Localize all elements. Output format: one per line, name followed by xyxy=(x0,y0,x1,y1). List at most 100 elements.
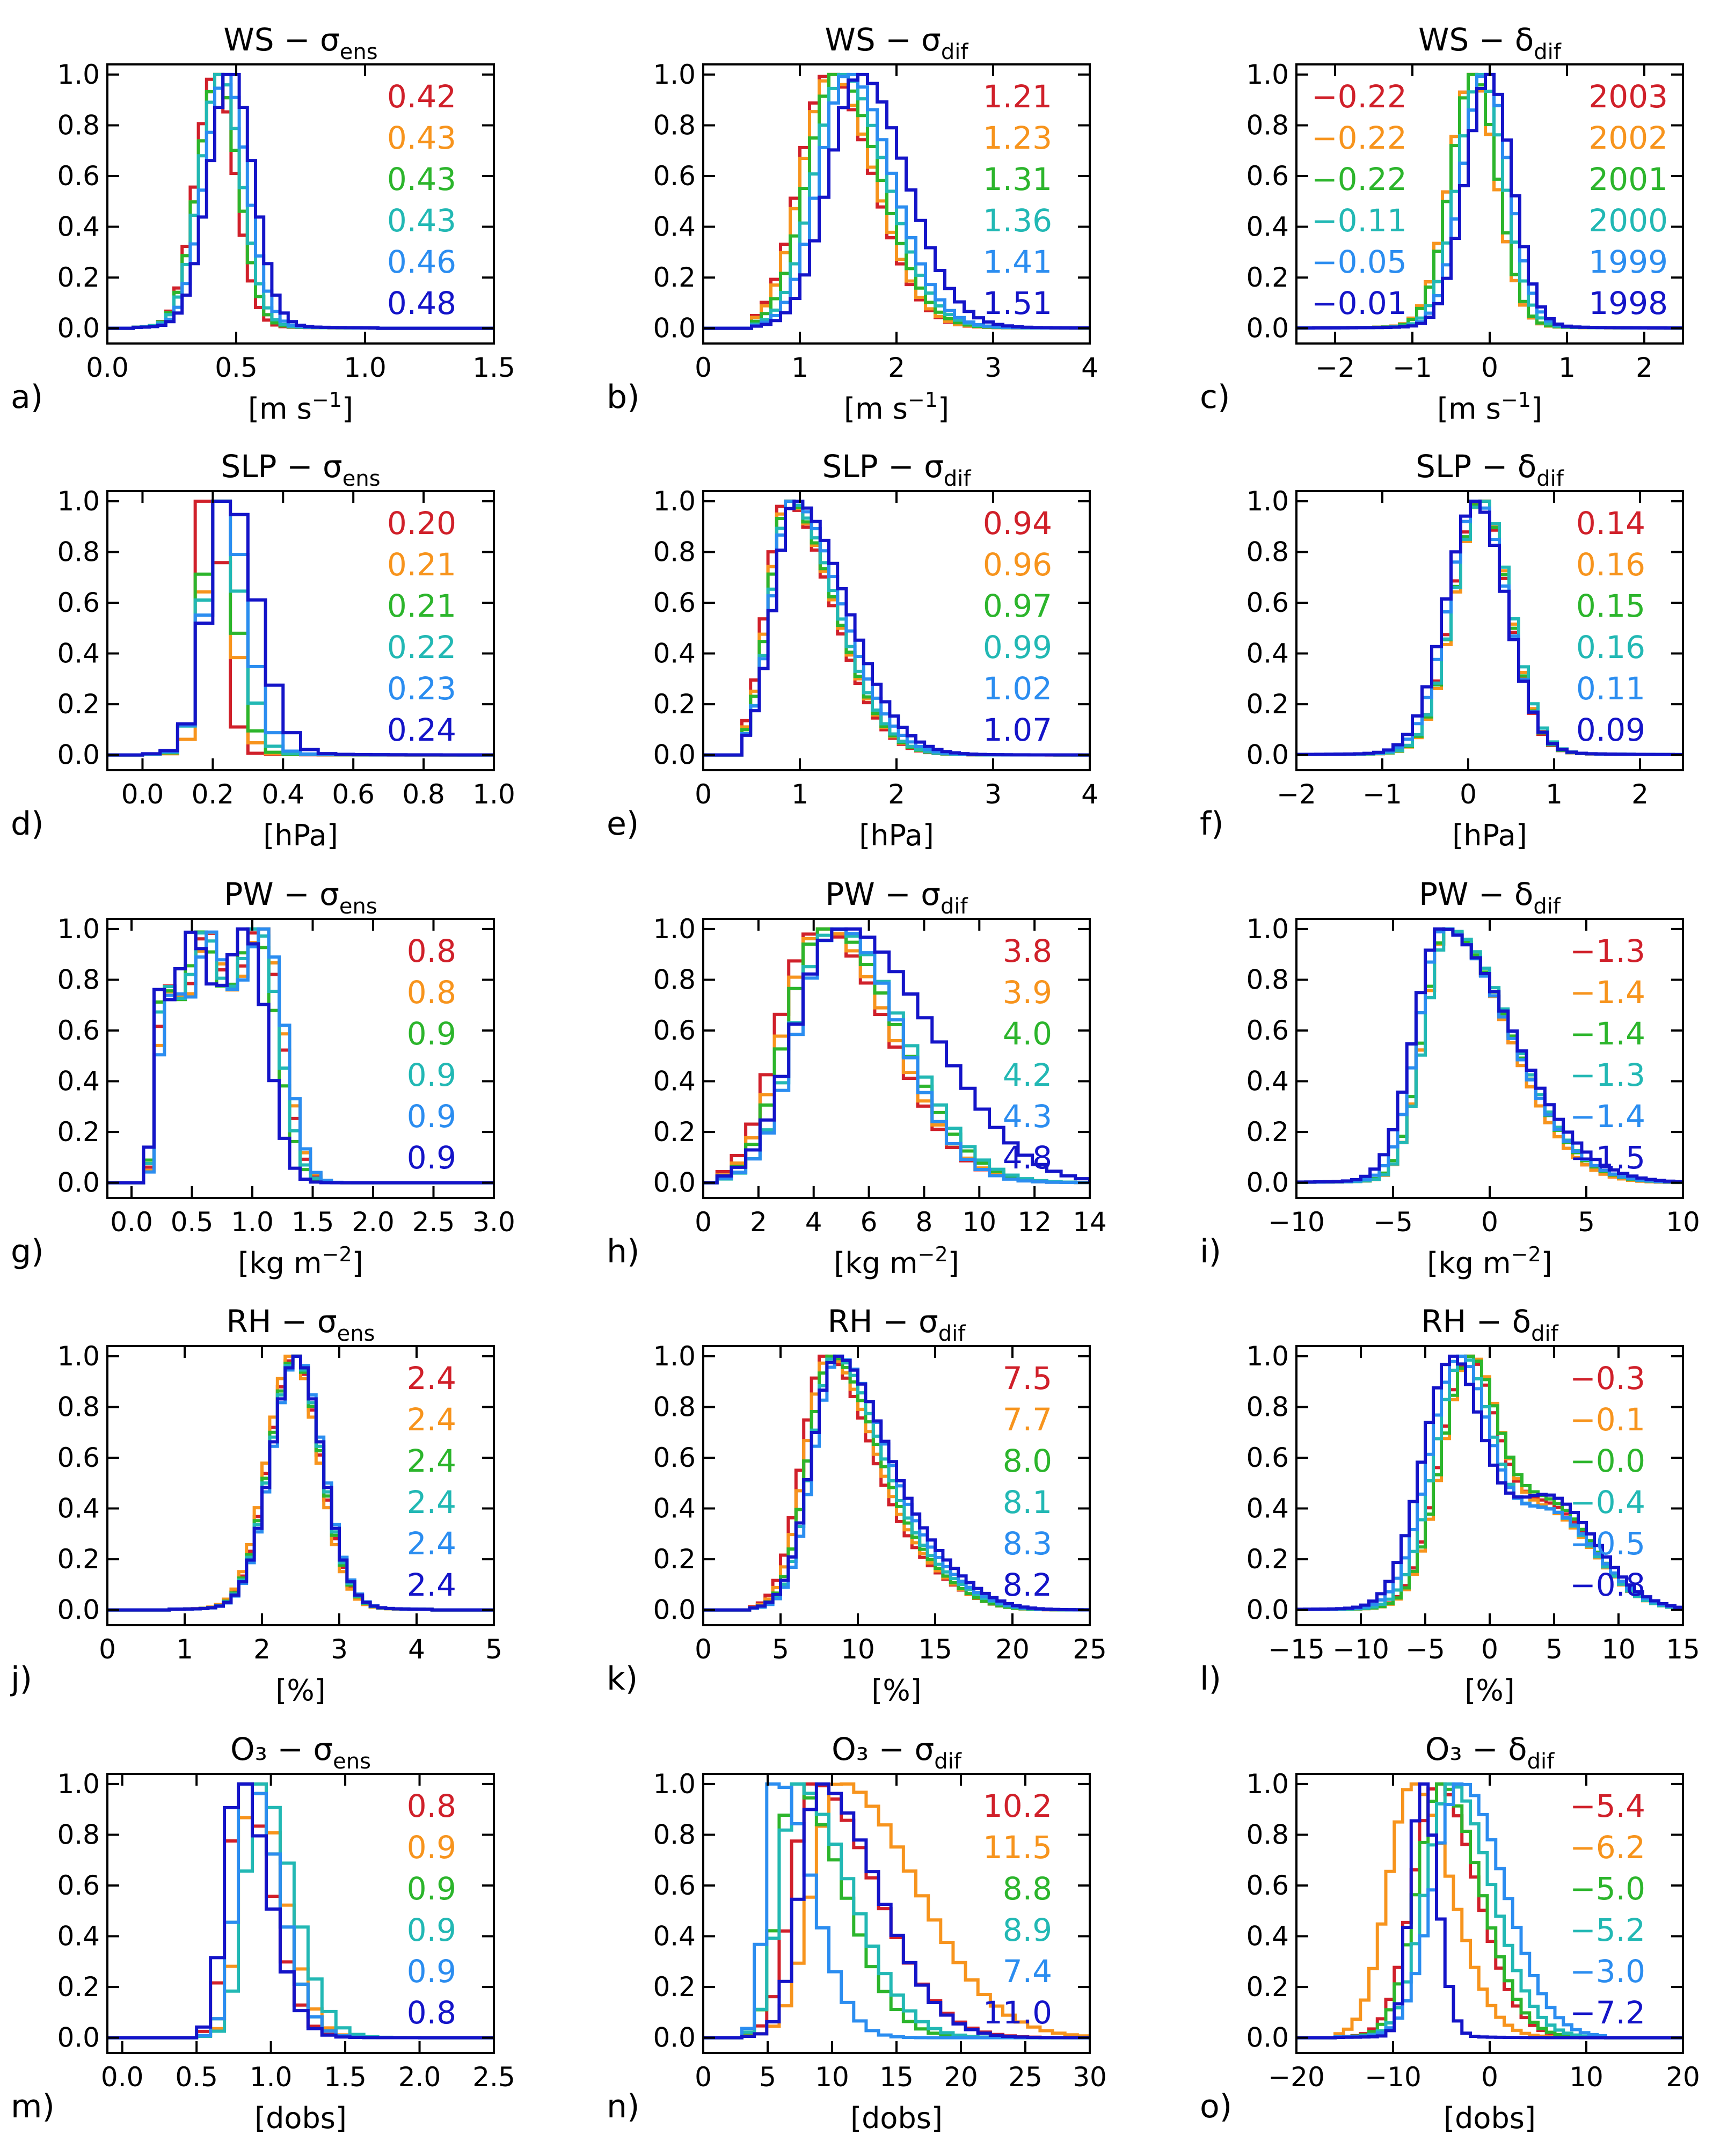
y-tick-label: 0.6 xyxy=(1246,1870,1289,1901)
hist-series-1998 xyxy=(1296,1354,1683,1611)
panel-title: SLP − σdif xyxy=(822,448,972,491)
panel-letter: m) xyxy=(11,2088,55,2125)
x-tick-label: 0.4 xyxy=(262,779,305,810)
y-tick-label: 0.0 xyxy=(653,2022,696,2053)
stat-label-2000: −0.4 xyxy=(1570,1484,1645,1521)
panel-title: PW − δdif xyxy=(1419,876,1561,919)
y-tick-label: 1.0 xyxy=(57,59,100,90)
y-tick-label: 0.0 xyxy=(653,313,696,344)
panel-letter: n) xyxy=(607,2088,639,2125)
panel-letter: k) xyxy=(607,1660,638,1698)
panel-l: −15 −10 −5 0 5 10 15 0.0 0.2 0.4 0.6 0.8 1.0 RH − δdi… xyxy=(1200,1303,1700,1707)
x-tick-label: 0.5 xyxy=(175,2062,218,2093)
y-tick-label: 0.0 xyxy=(653,1595,696,1626)
y-tick-label: 0.4 xyxy=(57,1066,100,1097)
stat-label-2001: −1.4 xyxy=(1570,1015,1645,1052)
y-tick-label: 0.0 xyxy=(653,1167,696,1198)
x-tick-label: 0 xyxy=(695,779,712,810)
panel-title: O₃ − σens xyxy=(230,1731,371,1774)
x-tick-label: 20 xyxy=(1666,2062,1700,2093)
stat-label-1999: −0.5 xyxy=(1570,1525,1645,1562)
x-tick-label: 5 xyxy=(485,1634,502,1665)
histograms-e xyxy=(703,499,1090,757)
x-tick-label: 0.5 xyxy=(215,352,258,383)
stat-label-2000: 0.9 xyxy=(407,1057,456,1093)
histograms-h xyxy=(703,927,1090,1185)
y-tick-label: 0.4 xyxy=(1246,1493,1289,1524)
histograms-i xyxy=(1296,927,1683,1185)
x-tick-label: 30 xyxy=(1073,2062,1107,2093)
y-tick-label: 0.4 xyxy=(57,1493,100,1524)
x-tick-label: −10 xyxy=(1365,2062,1422,2093)
hist-series-1998 xyxy=(703,499,1090,757)
stat-label-2000: 4.2 xyxy=(1003,1057,1052,1093)
stat-label-2002: −1.4 xyxy=(1570,974,1645,1011)
y-tick-label: 1.0 xyxy=(653,1768,696,1800)
x-tick-label: 3 xyxy=(985,779,1002,810)
panel-c: −2 −1 0 1 2 0.0 0.2 0.4 0.6 0.8 1.0 WS − δdif [m s−1… xyxy=(1200,21,1684,426)
stat-label-1999: 1.41 xyxy=(983,244,1052,280)
stat-label-1999: −0.05 xyxy=(1311,244,1407,280)
x-tick-label: 1.5 xyxy=(472,352,515,383)
y-tick-label: 0.2 xyxy=(57,1544,100,1575)
x-axis-label: [kg m−2] xyxy=(1427,1243,1552,1280)
x-axis-label: [dobs] xyxy=(850,2101,943,2135)
panel-letter: l) xyxy=(1200,1660,1221,1698)
stat-label-1998: 1.07 xyxy=(983,712,1052,748)
stat-label-2000: −0.11 xyxy=(1311,202,1407,239)
panel-letter: c) xyxy=(1200,378,1230,416)
y-tick-label: 1.0 xyxy=(653,59,696,90)
y-tick-label: 0.0 xyxy=(653,740,696,771)
stat-label-2001: 0.15 xyxy=(1576,588,1645,624)
y-tick-label: 0.0 xyxy=(57,313,100,344)
year-label-1998: 1998 xyxy=(1588,285,1668,321)
panel-n: 0 5 10 15 20 25 30 0.0 0.2 0.4 0.6 0.8 1.0 O₃ − σdif [… xyxy=(607,1731,1107,2135)
y-tick-label: 0.8 xyxy=(57,536,100,567)
y-tick-label: 0.4 xyxy=(653,1921,696,1952)
x-tick-label: 0.0 xyxy=(121,779,164,810)
y-tick-label: 1.0 xyxy=(57,486,100,517)
x-tick-label: 1 xyxy=(791,779,808,810)
x-tick-label: 2.5 xyxy=(412,1207,455,1238)
stat-label-2003: 7.5 xyxy=(1003,1360,1052,1397)
x-tick-label: −5 xyxy=(1373,1207,1413,1238)
panel-f: −2 −1 0 1 2 0.0 0.2 0.4 0.6 0.8 1.0 SLP − δdif [hPa]… xyxy=(1200,448,1684,852)
x-tick-label: 1.0 xyxy=(472,779,515,810)
y-tick-label: 1.0 xyxy=(1246,1768,1289,1800)
stat-label-2001: 8.0 xyxy=(1003,1443,1052,1479)
y-tick-label: 0.0 xyxy=(57,1167,100,1198)
y-tick-label: 0.2 xyxy=(57,1116,100,1148)
y-tick-label: 0.6 xyxy=(57,1015,100,1046)
y-tick-label: 1.0 xyxy=(1246,913,1289,945)
x-tick-label: 2 xyxy=(1631,779,1649,810)
x-tick-label: 10 xyxy=(841,1634,875,1665)
panel-letter: e) xyxy=(607,805,639,843)
plot-frame xyxy=(106,1773,495,2054)
x-tick-label: 1.0 xyxy=(250,2062,293,2093)
stat-label-2000: 0.99 xyxy=(983,629,1052,666)
stat-label-2003: 0.8 xyxy=(407,933,456,969)
y-tick-label: 0.2 xyxy=(1246,262,1289,293)
stat-label-1999: 7.4 xyxy=(1003,1953,1052,1990)
y-tick-label: 0.4 xyxy=(57,211,100,243)
y-tick-label: 0.0 xyxy=(1246,313,1289,344)
x-axis-label: [hPa] xyxy=(859,818,934,852)
x-axis-label: [dobs] xyxy=(254,2101,347,2135)
stat-label-2003: 0.8 xyxy=(407,1788,456,1824)
stat-label-1998: 1.51 xyxy=(983,285,1052,321)
x-axis-label: [kg m−2] xyxy=(238,1243,363,1280)
y-tick-label: 1.0 xyxy=(653,1341,696,1372)
stat-label-2000: 8.1 xyxy=(1003,1484,1052,1521)
x-tick-label: 1.0 xyxy=(231,1207,274,1238)
stat-label-1999: 2.4 xyxy=(407,1525,456,1562)
y-tick-label: 0.6 xyxy=(653,587,696,618)
x-tick-label: 2 xyxy=(750,1207,767,1238)
y-tick-label: 0.2 xyxy=(57,1971,100,2002)
panel-e: 0 1 2 3 4 0.0 0.2 0.4 0.6 0.8 1.0 SLP − σdif [hPa] e)… xyxy=(607,448,1098,852)
y-tick-label: 0.8 xyxy=(57,1391,100,1422)
stat-label-2002: 1.23 xyxy=(983,120,1052,156)
hist-series-1998 xyxy=(107,72,494,330)
x-tick-label: 0 xyxy=(695,1634,712,1665)
stat-label-2000: 0.43 xyxy=(387,202,456,239)
